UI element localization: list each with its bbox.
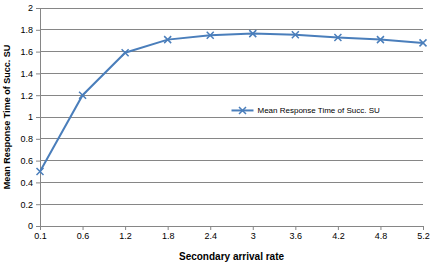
x-tick: 2.4 (204, 226, 217, 241)
y-tick-label: 1.8 (20, 25, 33, 35)
y-tick-mark (36, 226, 40, 227)
grid-line (40, 8, 423, 9)
x-tick: 0.6 (77, 226, 90, 241)
y-tick-label: 0.8 (20, 134, 33, 144)
y-tick-label: 1.4 (20, 69, 33, 79)
x-tick: 1.2 (119, 226, 132, 241)
y-axis: 0 0.2 0.4 0.6 0.8 1 1.2 1.4 1.6 1.8 2 (20, 3, 40, 231)
marks (37, 30, 427, 175)
plot: 0 0.2 0.4 0.6 0.8 1 1.2 1.4 1.6 1.8 2 0.1 0.6 1.2 1.8 2… (20, 3, 429, 241)
y-tick-mark (36, 182, 40, 183)
grid-line (40, 138, 423, 139)
y-tick-label: 0.2 (20, 200, 33, 210)
series-marker (420, 39, 427, 46)
y-tick: 1.2 (20, 91, 40, 101)
legend: Mean Response Time of Succ. SU (232, 106, 381, 115)
legend-label: Mean Response Time of Succ. SU (258, 106, 381, 115)
y-tick-mark (36, 30, 40, 31)
x-tick: 0.1 (34, 226, 47, 241)
x-tick-label: 3 (251, 231, 256, 241)
x-tick-mark (295, 226, 296, 230)
y-tick-label: 0.6 (20, 156, 33, 166)
grid-line (40, 117, 423, 118)
x-tick-label: 0.1 (34, 231, 47, 241)
grid-line (40, 204, 423, 205)
x-tick-mark (253, 226, 254, 230)
x-tick-label: 4.8 (375, 231, 388, 241)
x-axis-line (41, 227, 424, 231)
x-tick: 1.8 (162, 226, 175, 241)
y-tick: 1.4 (20, 69, 40, 79)
x-tick-label: 0.6 (77, 231, 90, 241)
series-marker (164, 36, 171, 43)
x-tick-label: 1.2 (119, 231, 132, 241)
x-tick-mark (83, 226, 84, 230)
x-tick: 3 (251, 226, 256, 241)
y-tick-label: 2 (28, 3, 33, 13)
series-marker (37, 168, 44, 175)
x-tick-mark (40, 226, 41, 230)
x-tick-mark (423, 226, 424, 230)
x-axis-title: Secondary arrival rate (179, 251, 284, 262)
x-tick: 4.8 (375, 226, 388, 241)
y-tick-mark (36, 95, 40, 96)
y-tick-mark (36, 139, 40, 140)
grid-line (40, 73, 423, 74)
y-tick-mark (36, 161, 40, 162)
series-marker (292, 31, 299, 38)
series-marker (334, 34, 341, 41)
x-tick-label: 5.2 (417, 231, 430, 241)
series-marker (79, 92, 86, 99)
y-tick-mark (36, 204, 40, 205)
y-tick: 0.2 (20, 200, 40, 210)
chart: 0 0.2 0.4 0.6 0.8 1 1.2 1.4 1.6 1.8 2 0.1 0.6 1.2 1.8 2… (0, 0, 437, 266)
y-tick-label: 0.4 (20, 178, 33, 188)
x-tick-label: 2.4 (204, 231, 217, 241)
grid-line (40, 29, 423, 30)
x-tick-mark (168, 226, 169, 230)
series-marker (207, 32, 214, 39)
y-tick-mark (36, 117, 40, 118)
x-tick-mark (338, 226, 339, 230)
x-tick-label: 3.6 (290, 231, 303, 241)
x-tick-label: 4.2 (332, 231, 345, 241)
y-tick: 0.8 (20, 134, 40, 144)
y-tick-label: 1.6 (20, 47, 33, 57)
x-tick: 4.2 (332, 226, 345, 241)
y-tick-label: 0 (28, 221, 33, 231)
y-tick-label: 1.2 (20, 91, 33, 101)
x-tick-label: 1.8 (162, 231, 175, 241)
grid-line (40, 95, 423, 96)
y-tick-mark (36, 52, 40, 53)
legend-marker (239, 107, 246, 114)
grid-line (40, 182, 423, 183)
x-tick: 5.2 (417, 226, 430, 241)
y-tick-label: 1 (28, 112, 33, 122)
y-tick: 0.4 (20, 178, 40, 188)
y-tick-mark (36, 73, 40, 74)
grid-line (40, 160, 423, 161)
series-marker (122, 49, 129, 56)
y-tick: 1.6 (20, 47, 40, 57)
x-axis: 0.1 0.6 1.2 1.8 2.4 3 3.6 4.2 4.8 5.2 (34, 226, 430, 241)
x-tick-mark (125, 226, 126, 230)
y-tick: 2 (28, 3, 40, 13)
y-axis-line (36, 9, 41, 227)
y-tick: 0.6 (20, 156, 40, 166)
y-axis-title: Mean Response Time of Succ. SU (2, 45, 12, 189)
grid (40, 8, 423, 226)
series-line (40, 34, 423, 172)
legend-item: Mean Response Time of Succ. SU (232, 106, 381, 115)
y-tick: 1.8 (20, 25, 40, 35)
x-tick: 3.6 (290, 226, 303, 241)
y-tick: 1 (28, 112, 40, 122)
y-tick-mark (36, 8, 40, 9)
x-tick-mark (380, 226, 381, 230)
grid-line (40, 51, 423, 52)
series-marker (249, 30, 256, 37)
series-marker (377, 36, 384, 43)
y-tick: 0 (28, 221, 40, 231)
x-tick-mark (210, 226, 211, 230)
